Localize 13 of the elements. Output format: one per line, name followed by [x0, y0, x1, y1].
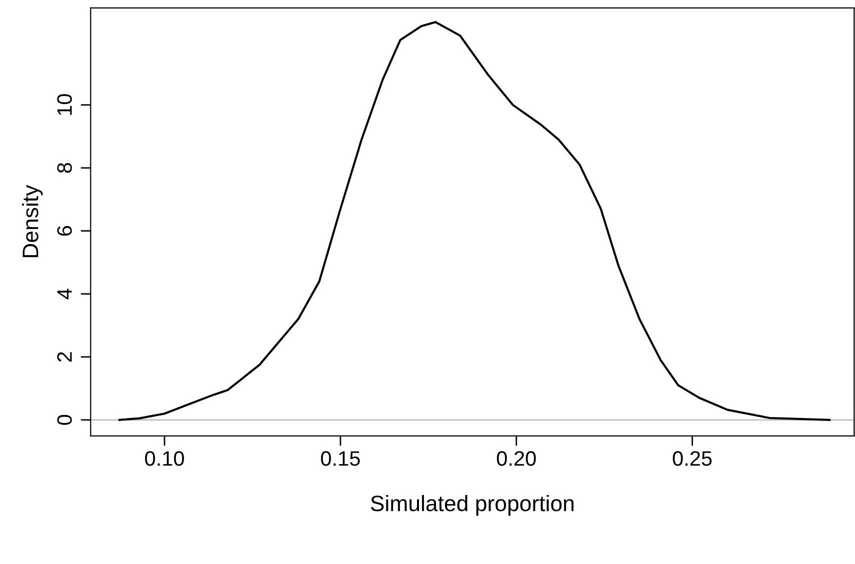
x-tick-label: 0.15	[320, 451, 360, 466]
y-axis-title: Density	[22, 184, 43, 258]
x-tick-label: 0.20	[496, 451, 536, 466]
x-tick-label: 0.10	[145, 451, 184, 466]
x-axis-title: Simulated proportion	[370, 494, 574, 516]
y-tick-label: 8	[57, 163, 72, 173]
y-tick-label: 6	[57, 226, 72, 236]
x-tick-label: 0.25	[672, 451, 712, 466]
y-tick-label: 2	[57, 352, 72, 362]
line-series	[118, 21, 831, 421]
y-tick-label: 0	[57, 414, 72, 425]
y-tick-label: 4	[57, 288, 72, 300]
y-tick-label: 10	[57, 94, 72, 115]
